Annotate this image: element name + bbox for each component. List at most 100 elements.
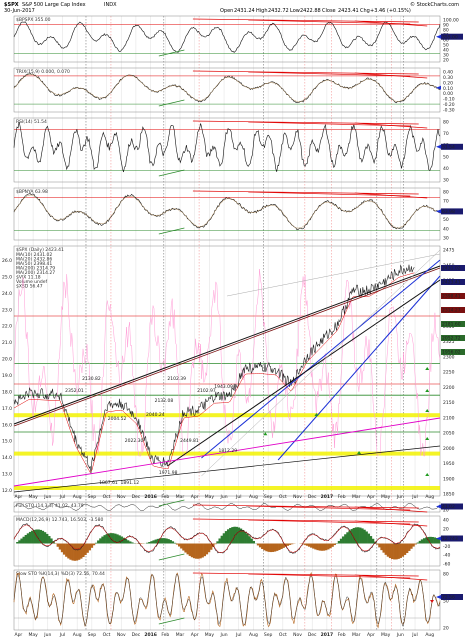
- histogram-bar: [331, 544, 333, 547]
- long-term-uptrend-line: [14, 268, 440, 426]
- close-value: 2423.41: [338, 8, 359, 14]
- histogram-bar: [165, 538, 167, 543]
- x-axis-label: Apr: [191, 632, 199, 638]
- histogram-bar: [204, 544, 206, 557]
- scale-label: 80: [443, 572, 449, 578]
- main-legend-item: $XSD 56.47: [16, 284, 43, 290]
- panel-rsi: RSI(14) 51.5480706050403051.54: [14, 118, 463, 184]
- panel-rsi_smooth: $BPNYA 63.9880706050403063.98: [14, 188, 463, 242]
- x-axis-label: 2016: [144, 632, 157, 638]
- histogram-bar: [187, 544, 189, 555]
- histogram-bar: [89, 544, 91, 551]
- histogram-bar: [325, 544, 327, 551]
- macd-histogram: [16, 527, 440, 561]
- histogram-bar: [316, 544, 318, 551]
- histogram-bar: [372, 539, 374, 544]
- histogram-bar: [419, 541, 421, 544]
- histogram-bar: [263, 544, 265, 551]
- value-tag-text: 72.56: [442, 595, 455, 601]
- panel-legend: Slow STO %K(14,3) %D(3) 72.56, 70.44: [16, 571, 105, 577]
- scale-label: 80: [443, 190, 449, 196]
- x-axis-label: Mar: [176, 494, 185, 500]
- histogram-bar: [216, 541, 218, 543]
- panel-legend: MACD(12,26,9) 12.743, 16.503, -3.580: [16, 517, 103, 523]
- left-scale-label: 26.0: [2, 258, 12, 264]
- svg-text:Close: Close: [322, 8, 336, 14]
- histogram-bar: [103, 535, 105, 543]
- histogram-bar: [61, 544, 63, 553]
- scale-label: 0.40: [443, 70, 453, 76]
- svg-text:Open: Open: [220, 8, 233, 14]
- black-support-line: [167, 280, 440, 466]
- change-value: +3.46 (+0.15%): [370, 8, 411, 14]
- price-annotation: 2130.82: [82, 376, 101, 382]
- x-axis-label: Mar: [176, 632, 185, 638]
- support-band: [14, 413, 440, 417]
- x-axis-label: Feb: [161, 494, 169, 500]
- histogram-bar: [191, 544, 193, 558]
- bullish-trendline: [159, 50, 185, 56]
- left-scale-label: 25.0: [2, 274, 12, 280]
- left-scale-label: 12.0: [2, 488, 12, 494]
- price-annotation: 1943.09: [214, 384, 233, 390]
- histogram-bar: [361, 528, 363, 543]
- histogram-bar: [406, 544, 408, 554]
- histogram-bar: [338, 541, 340, 544]
- scale-label: 2050: [443, 431, 455, 437]
- ohlc-readout: Open 2431.24 High 2432.72 Low 2422.88 Cl…: [220, 8, 411, 14]
- histogram-bar: [242, 530, 244, 543]
- histogram-bar: [274, 544, 276, 552]
- histogram-bar: [159, 538, 161, 543]
- value-tag-text: 2314.27: [442, 308, 461, 314]
- histogram-bar: [46, 534, 48, 544]
- histogram-bar: [37, 529, 39, 543]
- histogram-bar: [63, 544, 65, 555]
- scale-label: -20: [443, 544, 450, 550]
- price-annotation: 1867.61: [99, 480, 118, 486]
- x-axis-label: Apr: [191, 494, 199, 500]
- x-axis-label: Dec: [132, 632, 141, 638]
- x-axis-label: Apr: [15, 494, 23, 500]
- histogram-bar: [287, 544, 289, 546]
- stochastic-k-line: [14, 573, 440, 628]
- price-annotation: 1812.29: [218, 448, 237, 454]
- svg-text:Chg: Chg: [360, 8, 370, 14]
- histogram-bar: [146, 543, 148, 544]
- value-tag-text: 2431.02: [442, 266, 461, 272]
- histogram-bar: [395, 544, 397, 560]
- histogram-bar: [178, 544, 180, 547]
- value-tag-text: 2052.72: [442, 336, 461, 342]
- bullish-trendline: [159, 228, 185, 234]
- histogram-bar: [278, 544, 280, 550]
- value-tag-text: 355.00: [442, 34, 458, 40]
- histogram-bar: [423, 538, 425, 543]
- x-axis-label: 2017: [321, 632, 334, 638]
- histogram-bar: [208, 544, 210, 553]
- price-annotation: 2449.81: [180, 438, 199, 444]
- histogram-bar: [323, 544, 325, 551]
- histogram-bar: [304, 544, 306, 545]
- x-axis-label: Feb: [161, 632, 169, 638]
- x-axis-label: 2017: [321, 494, 334, 500]
- histogram-bar: [370, 536, 372, 543]
- left-scale-label: 24.0: [2, 291, 12, 297]
- histogram-bar: [223, 533, 225, 543]
- histogram-bar: [101, 537, 103, 544]
- x-axis-label: Jul: [235, 494, 241, 500]
- panel-bpspx: $BPSPX 355.00100.009080706050403020355.0…: [14, 16, 463, 64]
- histogram-bar: [42, 531, 44, 544]
- scale-label: 50: [443, 217, 449, 223]
- pointer-arrow-icon: [436, 505, 441, 509]
- x-axis-label: Dec: [308, 494, 317, 500]
- scale-label: 1900: [443, 476, 455, 482]
- histogram-bar: [340, 539, 342, 544]
- left-scale-label: 15.0: [2, 439, 12, 445]
- bullish-trendline: [159, 554, 185, 560]
- scale-label: 0.10: [443, 86, 453, 92]
- histogram-bar: [327, 544, 329, 550]
- value-tag-text: 41.02: [442, 504, 455, 510]
- histogram-bar: [385, 544, 387, 555]
